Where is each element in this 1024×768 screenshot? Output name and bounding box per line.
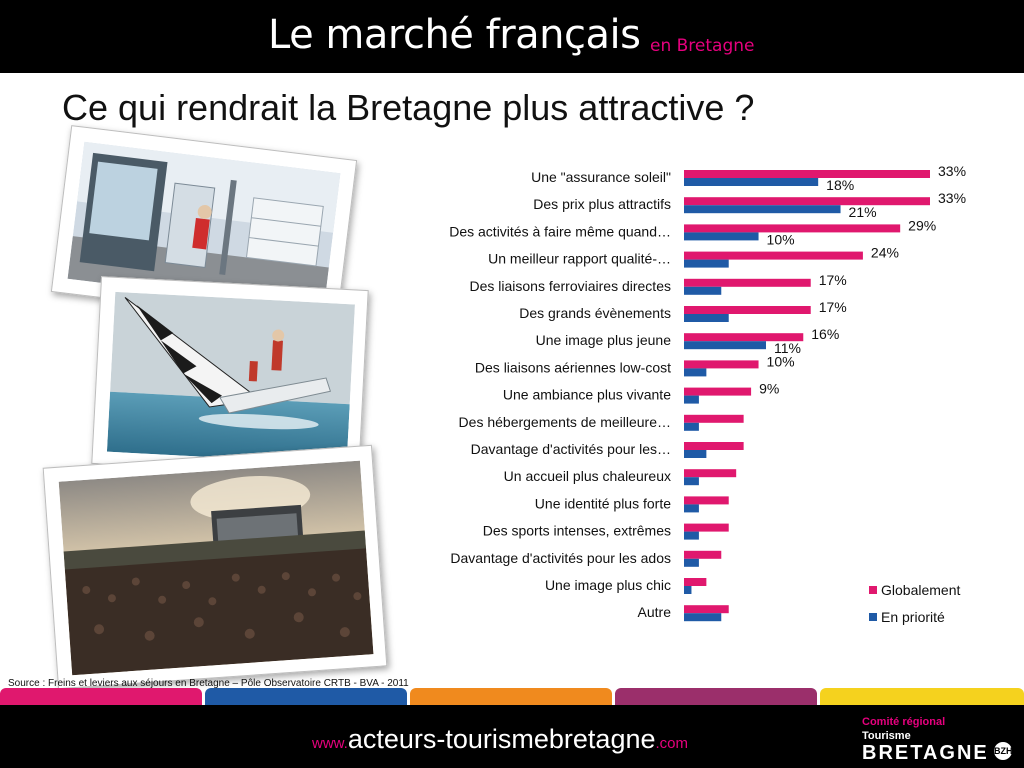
data-label: 29%: [908, 217, 936, 233]
photo-tram-station: [50, 125, 358, 327]
bar-en-priorite: [684, 586, 692, 594]
data-label: 17%: [819, 272, 847, 288]
data-label: 9%: [759, 381, 779, 397]
bar-en-priorite: [684, 613, 722, 622]
bar-en-priorite: [684, 422, 699, 431]
data-label: 21%: [849, 204, 877, 220]
tram-station-image: [67, 141, 341, 311]
website-link[interactable]: www.acteurs-tourismebretagne.com: [312, 724, 688, 755]
data-label: 33%: [938, 163, 966, 179]
category-label: Des sports intenses, extrêmes: [483, 523, 671, 539]
data-label: 10%: [767, 353, 795, 369]
legend-label: En priorité: [881, 609, 945, 625]
category-label: Une identité plus forte: [535, 495, 671, 511]
bar-en-priorite: [684, 477, 699, 486]
bar-globalement: [684, 523, 729, 532]
bar-en-priorite: [684, 341, 766, 350]
photo-catamaran: [91, 276, 369, 478]
slide-title: Ce qui rendrait la Bretagne plus attract…: [62, 87, 755, 128]
logo-line-1: Comité régional: [862, 716, 946, 728]
logo-line-2: Tourisme: [862, 730, 911, 742]
bar-en-priorite: [684, 531, 699, 540]
bar-globalement: [684, 306, 811, 314]
bar-en-priorite: [684, 558, 699, 567]
category-label: Un accueil plus chaleureux: [504, 468, 671, 484]
source-note: Source : Freins et leviers aux séjours e…: [8, 678, 409, 689]
chart-legend: Globalement En priorité: [869, 582, 960, 625]
category-label: Des activités à faire même quand…: [449, 223, 671, 239]
color-tab-blue: [205, 688, 407, 706]
bar-globalement: [684, 360, 759, 369]
color-tab-yellow: [820, 688, 1024, 706]
legend-swatch: [869, 586, 877, 594]
bar-globalement: [684, 578, 707, 586]
color-tab-orange: [410, 688, 612, 706]
bar-globalement: [684, 442, 744, 450]
category-label: Des liaisons aériennes low-cost: [475, 359, 671, 375]
category-label: Une "assurance soleil": [531, 169, 671, 185]
legend-label: Globalement: [881, 582, 960, 598]
category-label: Des liaisons ferroviaires directes: [469, 278, 671, 294]
website-main: acteurs-tourismebretagne: [347, 724, 656, 754]
photo-festival-crowd: [42, 444, 388, 690]
header-title: Le marché français: [268, 12, 641, 58]
bar-en-priorite: [684, 286, 722, 295]
bar-en-priorite: [684, 232, 759, 241]
header-band: Le marché français en Bretagne: [0, 0, 1024, 73]
bar-en-priorite: [684, 504, 699, 513]
website-suffix: .com: [655, 735, 689, 752]
data-label: 17%: [819, 299, 847, 315]
bar-globalement: [684, 387, 752, 396]
data-label: 10%: [767, 231, 795, 247]
bar-en-priorite: [684, 395, 699, 404]
bar-en-priorite: [684, 314, 729, 322]
logo-line-3: BRETAGNE: [862, 742, 989, 764]
header-subtitle: en Bretagne: [650, 36, 755, 56]
category-label: Une ambiance plus vivante: [503, 387, 671, 403]
bar-globalement: [684, 197, 930, 206]
bar-globalement: [684, 469, 737, 478]
category-label: Davantage d'activités pour les…: [471, 441, 671, 457]
footer-band: [0, 705, 1024, 768]
color-tab-purple: [615, 688, 817, 706]
bar-globalement: [684, 550, 722, 559]
bar-en-priorite: [684, 368, 707, 377]
category-label: Autre: [638, 604, 672, 620]
color-tab-pink: [0, 688, 202, 706]
category-label: Des hébergements de meilleure…: [459, 414, 671, 430]
crt-bretagne-logo: Comité régional Tourisme BRETAGNE BZH: [862, 716, 1013, 766]
category-label: Davantage d'activités pour les ados: [450, 550, 671, 566]
data-label: 18%: [826, 177, 854, 193]
bar-en-priorite: [684, 450, 707, 458]
bar-globalement: [684, 224, 901, 233]
bar-globalement: [684, 278, 811, 287]
category-label: Des prix plus attractifs: [533, 196, 671, 212]
festival-crowd-image: [58, 460, 374, 676]
bar-globalement: [684, 170, 930, 178]
category-label: Une image plus chic: [545, 577, 671, 593]
attractiveness-bar-chart: Une "assurance soleil" 33% 18% Des prix plu…: [449, 163, 966, 625]
data-label: 16%: [811, 326, 839, 342]
data-label: 24%: [871, 245, 899, 261]
bar-globalement: [684, 333, 804, 342]
legend-swatch: [869, 613, 877, 621]
bar-globalement: [684, 414, 744, 423]
category-label: Une image plus jeune: [536, 332, 672, 348]
category-label: Des grands évènements: [519, 305, 671, 321]
category-label: Un meilleur rapport qualité-…: [488, 251, 671, 267]
data-label: 11%: [774, 340, 801, 356]
bar-globalement: [684, 605, 729, 614]
data-label: 33%: [938, 190, 966, 206]
bar-globalement: [684, 251, 863, 260]
bar-en-priorite: [684, 178, 819, 186]
bar-en-priorite: [684, 205, 841, 214]
bzh-badge-icon: BZH: [994, 742, 1013, 760]
bar-globalement: [684, 496, 729, 505]
website-prefix: www.: [312, 735, 348, 752]
catamaran-image: [106, 291, 355, 465]
bar-en-priorite: [684, 259, 729, 268]
